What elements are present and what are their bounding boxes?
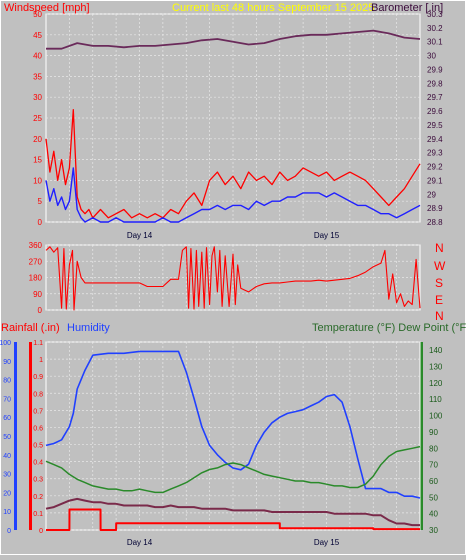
wind-ytick-label-4: 20: [33, 135, 42, 144]
barometer-ytick-label-15: 30.3: [427, 10, 443, 19]
temperature-ytick-label-10: 130: [429, 363, 443, 372]
barometer-ytick-label-9: 29.7: [427, 93, 443, 102]
compass-label-s: S: [435, 276, 443, 290]
humidity-ytick-label-8: 80: [3, 378, 11, 385]
windspeed-axis-label: Windspeed [mph]: [4, 2, 90, 14]
temperature-ytick-label-5: 80: [429, 444, 438, 453]
rainfall-axis-bar: [29, 342, 32, 530]
humidity-ytick-label-3: 30: [3, 472, 11, 479]
humidity-ytick-label-5: 50: [3, 434, 11, 441]
rain-ytick-label-1: 0.1: [33, 511, 43, 518]
humidity-ytick-label-1: 10: [3, 509, 11, 516]
temperature-ytick-label-11: 140: [429, 346, 443, 355]
rain-ytick-label-0: 0: [39, 528, 43, 535]
rain-ytick-label-7: 0.7: [33, 408, 43, 415]
rain-ytick-label-2: 0.2: [33, 494, 43, 501]
chart-title: Current last 48 hours September 15 2025: [172, 2, 374, 14]
wind-ytick-label-5: 25: [33, 114, 42, 123]
temperature-ytick-label-9: 120: [429, 379, 443, 388]
compass-label-e: E: [435, 293, 443, 307]
wind-ytick-label-9: 45: [33, 31, 42, 40]
barometer-ytick-label-1: 28.9: [427, 204, 443, 213]
compass-label-n-top: N: [435, 241, 444, 255]
wind-ytick-label-1: 5: [38, 197, 43, 206]
wind-ytick-label-7: 35: [33, 72, 42, 81]
rainfall-axis-label: Rainfall (.in): [1, 322, 60, 334]
humidity-ytick-label-10: 100: [0, 340, 11, 347]
temperature-line: [45, 445, 421, 494]
humidity-ytick-label-4: 40: [3, 453, 11, 460]
barometer-ytick-label-3: 29.1: [427, 176, 443, 185]
compass-label-n-bottom: N: [435, 309, 444, 323]
barometer-line: [46, 29, 421, 50]
humidity-ytick-label-2: 20: [3, 490, 11, 497]
temperature-ytick-label-7: 100: [429, 412, 443, 421]
humidity-ytick-label-6: 60: [3, 415, 11, 422]
temperature-ytick-label-1: 40: [429, 510, 438, 519]
humidity-ytick-label-9: 90: [3, 359, 11, 366]
temperature-ytick-label-6: 90: [429, 428, 438, 437]
barometer-ytick-label-7: 29.5: [427, 121, 443, 130]
humidity-axis-bar: [14, 342, 17, 530]
wind-gust-line: [45, 109, 421, 219]
barometer-ytick-label-8: 29.6: [427, 107, 443, 116]
barometer-ytick-label-4: 29.2: [427, 163, 443, 172]
climate-xtick-label-0: Day 14: [127, 538, 153, 547]
wind-direction-line: [45, 246, 421, 311]
climate-xtick-label-1: Day 15: [314, 538, 340, 547]
wind-ytick-label-0: 0: [38, 218, 43, 227]
dew-point-line: [45, 497, 420, 527]
humidity-ytick-label-0: 0: [7, 528, 11, 535]
barometer-ytick-label-10: 29.8: [427, 79, 443, 88]
temperature-axis-label: Temperature (°F) Dew Point (°F): [312, 322, 466, 334]
humidity-ytick-label-7: 70: [3, 396, 11, 403]
humidity-line: [45, 350, 421, 499]
temperature-ytick-label-4: 70: [429, 461, 438, 470]
barometer-ytick-label-14: 30.2: [427, 24, 443, 33]
rain-ytick-label-9: 0.9: [33, 374, 43, 381]
rain-ytick-label-5: 0.5: [33, 443, 43, 450]
rain-ytick-label-4: 0.4: [33, 460, 43, 467]
temperature-ytick-label-8: 110: [429, 395, 442, 404]
barometer-ytick-label-0: 28.8: [427, 218, 443, 227]
barometer-ytick-label-12: 30: [427, 52, 436, 61]
barometer-ytick-label-11: 29.9: [427, 65, 443, 74]
rainfall-line: [46, 508, 420, 531]
direction-ytick-label-1: 90: [33, 290, 42, 299]
barometer-ytick-label-2: 29: [427, 190, 436, 199]
wind-xtick-label-0: Day 14: [127, 231, 153, 240]
direction-ytick-label-4: 360: [29, 241, 43, 250]
direction-ytick-label-0: 0: [38, 306, 43, 315]
wind-ytick-label-3: 15: [33, 156, 42, 165]
rain-ytick-label-3: 0.3: [33, 477, 43, 484]
rain-ytick-label-10: 1: [39, 357, 43, 364]
temperature-ytick-label-3: 60: [429, 477, 438, 486]
rain-ytick-label-6: 0.6: [33, 425, 43, 432]
wind-average-line: [45, 167, 421, 223]
wind-xtick-label-1: Day 15: [314, 231, 340, 240]
temperature-ytick-label-0: 30: [429, 526, 438, 535]
temperature-ytick-label-2: 50: [429, 493, 438, 502]
direction-ytick-label-3: 270: [29, 257, 43, 266]
wind-ytick-label-10: 50: [33, 10, 42, 19]
wind-ytick-label-8: 40: [33, 52, 42, 61]
barometer-ytick-label-13: 30.1: [427, 38, 443, 47]
wind-ytick-label-2: 10: [33, 176, 42, 185]
humidity-axis-label: Humidity: [67, 322, 110, 334]
temperature-axis-bar: [420, 342, 423, 530]
barometer-axis-label: Barometer [.in]: [371, 2, 443, 14]
rain-ytick-label-8: 0.8: [33, 391, 43, 398]
barometer-ytick-label-6: 29.4: [427, 135, 443, 144]
rain-ytick-label-11: 1.1: [33, 340, 43, 347]
wind-ytick-label-6: 30: [33, 93, 42, 102]
direction-ytick-label-2: 180: [29, 274, 43, 283]
barometer-ytick-label-5: 29.3: [427, 149, 443, 158]
compass-label-w: W: [434, 259, 446, 273]
